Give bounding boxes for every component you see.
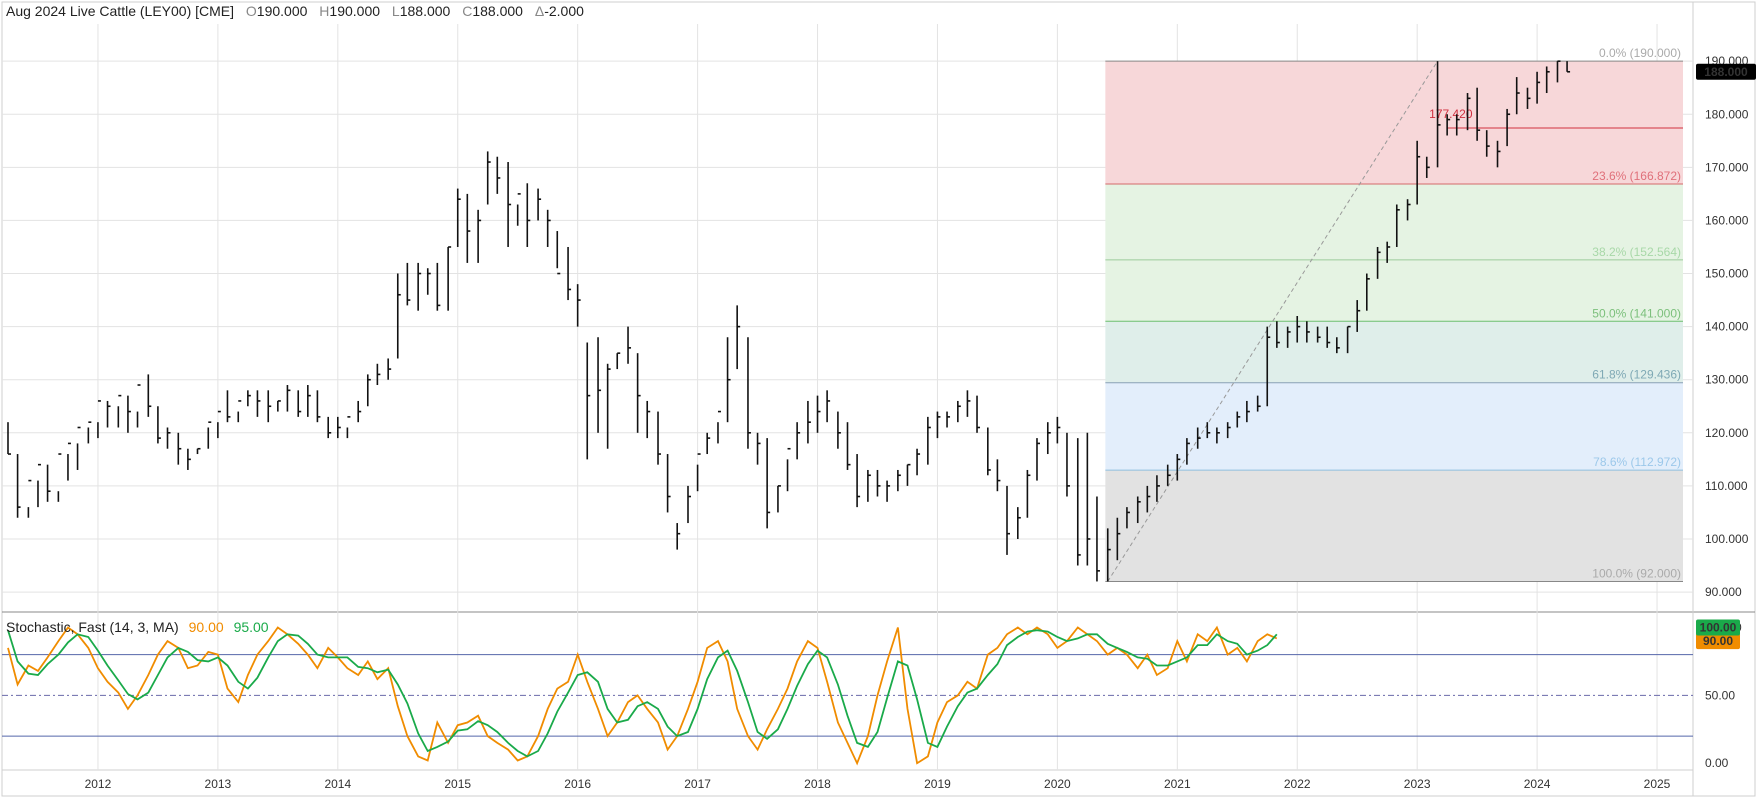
y-tick-label: 150.000 — [1705, 267, 1749, 281]
symbol-title: Aug 2024 Live Cattle (LEY00) [CME] — [6, 3, 235, 19]
y-tick-label: 90.000 — [1705, 585, 1742, 599]
x-tick-label: 2025 — [1644, 777, 1671, 791]
x-tick-label: 2021 — [1164, 777, 1191, 791]
fib-marker-label: 177.420 — [1429, 107, 1473, 121]
fib-zone — [1105, 61, 1683, 184]
y-tick-label: 180.000 — [1705, 107, 1749, 121]
x-tick-label: 2023 — [1404, 777, 1431, 791]
fib-zone — [1105, 183, 1683, 260]
axes: 2012 2013 2014 2015 2016 2017 2018 2019 2020 2021… — [85, 54, 1756, 791]
y-tick-label: 140.000 — [1705, 320, 1749, 334]
x-tick-label: 2022 — [1284, 777, 1311, 791]
stoch-tick-label: 50.00 — [1705, 688, 1735, 702]
fibonacci-retracement: 0.0% (190.000) 23.6% (166.872) 38.2% (152.… — [1105, 46, 1683, 582]
fib-level-label: 50.0% (141.000) — [1592, 306, 1681, 320]
stoch-k-line — [7, 625, 1278, 766]
x-tick-label: 2012 — [85, 777, 112, 791]
y-tick-label: 110.000 — [1705, 479, 1748, 493]
x-tick-label: 2018 — [804, 777, 831, 791]
stoch-tick-label: 0.00 — [1705, 756, 1729, 770]
fib-zone — [1105, 470, 1683, 582]
stoch-d-line — [7, 629, 1278, 758]
fib-trendline — [1107, 60, 1438, 582]
open-value: 190.000 — [256, 3, 308, 19]
fib-zone — [1105, 259, 1683, 322]
fib-level-label: 100.0% (92.000) — [1592, 566, 1681, 580]
change-value: -2.000 — [544, 3, 584, 19]
fib-level-label: 78.6% (112.972) — [1593, 455, 1681, 469]
x-tick-label: 2015 — [444, 777, 471, 791]
change-label: Δ — [534, 3, 545, 19]
fib-zone — [1105, 321, 1683, 383]
stoch-d-badge-value: 100.00 — [1700, 621, 1737, 635]
x-tick-label: 2019 — [924, 777, 951, 791]
open-label: O — [245, 3, 257, 19]
stochastic-label: Stochastic, Fast (14, 3, MA) — [6, 619, 179, 635]
fib-level-label: 0.0% (190.000) — [1599, 46, 1681, 60]
price-bars — [7, 60, 1571, 582]
fib-level-label: 23.6% (166.872) — [1592, 169, 1681, 183]
close-label: C — [462, 3, 473, 19]
stochastic-panel — [2, 625, 1693, 766]
close-value: 188.000 — [472, 3, 523, 19]
fib-level-label: 61.8% (129.436) — [1592, 368, 1681, 382]
x-tick-label: 2013 — [205, 777, 232, 791]
low-label: L — [391, 3, 400, 19]
y-tick-label: 120.000 — [1705, 426, 1749, 440]
y-tick-label: 160.000 — [1705, 213, 1749, 227]
stoch-k-badge-value: 90.00 — [1703, 634, 1733, 648]
x-tick-label: 2020 — [1044, 777, 1071, 791]
last-price-value: 188.000 — [1704, 65, 1748, 79]
x-tick-label: 2024 — [1524, 777, 1551, 791]
x-tick-label: 2017 — [684, 777, 711, 791]
x-tick-label: 2016 — [564, 777, 591, 791]
y-tick-label: 170.000 — [1705, 160, 1749, 174]
high-value: 190.000 — [329, 3, 381, 19]
fib-zone — [1105, 382, 1683, 471]
fib-level-label: 38.2% (152.564) — [1592, 245, 1681, 259]
chart-header: Aug 2024 Live Cattle (LEY00) [CME] O190.… — [6, 3, 584, 19]
y-tick-label: 130.000 — [1705, 373, 1749, 387]
stoch-d-badge — [1696, 619, 1740, 636]
high-label: H — [319, 3, 330, 19]
low-value: 188.000 — [399, 3, 451, 19]
stochastic-d-value: 95.00 — [233, 619, 269, 635]
last-price-badge — [1696, 63, 1756, 80]
stoch-k-badge — [1696, 633, 1740, 650]
x-tick-label: 2014 — [324, 777, 351, 791]
stochastic-k-value: 90.00 — [188, 619, 224, 635]
stochastic-header: Stochastic, Fast (14, 3, MA) 90.00 95.00 — [6, 619, 269, 635]
y-tick-label: 100.000 — [1705, 532, 1749, 546]
